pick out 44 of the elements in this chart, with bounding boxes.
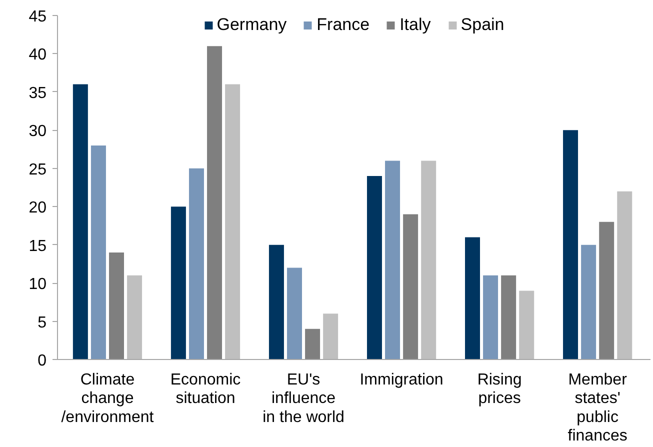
y-tick-label: 30 [28, 123, 47, 140]
y-tick-label: 15 [28, 238, 47, 255]
bar [617, 191, 632, 360]
y-tick-label: 40 [28, 46, 47, 64]
bar [366, 176, 382, 360]
bar [421, 160, 436, 360]
legend-label: Spain [460, 15, 504, 35]
x-tick-label: Member states' public finances [568, 372, 628, 445]
bar [599, 222, 614, 360]
bar [188, 168, 204, 360]
bar [72, 84, 88, 360]
bar [465, 237, 480, 360]
bar [501, 275, 516, 360]
legend-label: Italy [400, 15, 431, 35]
y-tick-label: 45 [28, 8, 47, 26]
bar [563, 130, 578, 360]
bar [519, 290, 534, 360]
bar [403, 214, 418, 360]
bar [170, 206, 186, 360]
x-tick-label: EU's influence in the world [262, 372, 344, 426]
x-tick-label: Rising prices [477, 372, 522, 408]
y-tick-label: 0 [38, 352, 47, 370]
bar [225, 84, 240, 360]
x-tick-label: Immigration [360, 372, 444, 388]
bar [305, 328, 320, 360]
bar [323, 314, 338, 360]
y-tick-label: 25 [28, 161, 47, 178]
bar [207, 46, 222, 360]
legend-label: France [316, 15, 370, 35]
bar [385, 160, 400, 360]
bar [287, 268, 302, 360]
bar [90, 145, 106, 360]
y-tick-label: 20 [28, 200, 47, 217]
bar [483, 275, 498, 360]
x-tick-label: Climate change /environment [61, 372, 154, 426]
bar [581, 244, 596, 360]
bar [109, 252, 124, 360]
bar [127, 275, 142, 360]
y-tick-label: 35 [28, 84, 47, 102]
x-tick-label: Economic situation [170, 372, 241, 408]
y-tick-label: 5 [38, 314, 47, 332]
y-tick-label: 10 [28, 276, 47, 294]
bar [268, 244, 284, 360]
legend-label: Germany [216, 15, 287, 35]
